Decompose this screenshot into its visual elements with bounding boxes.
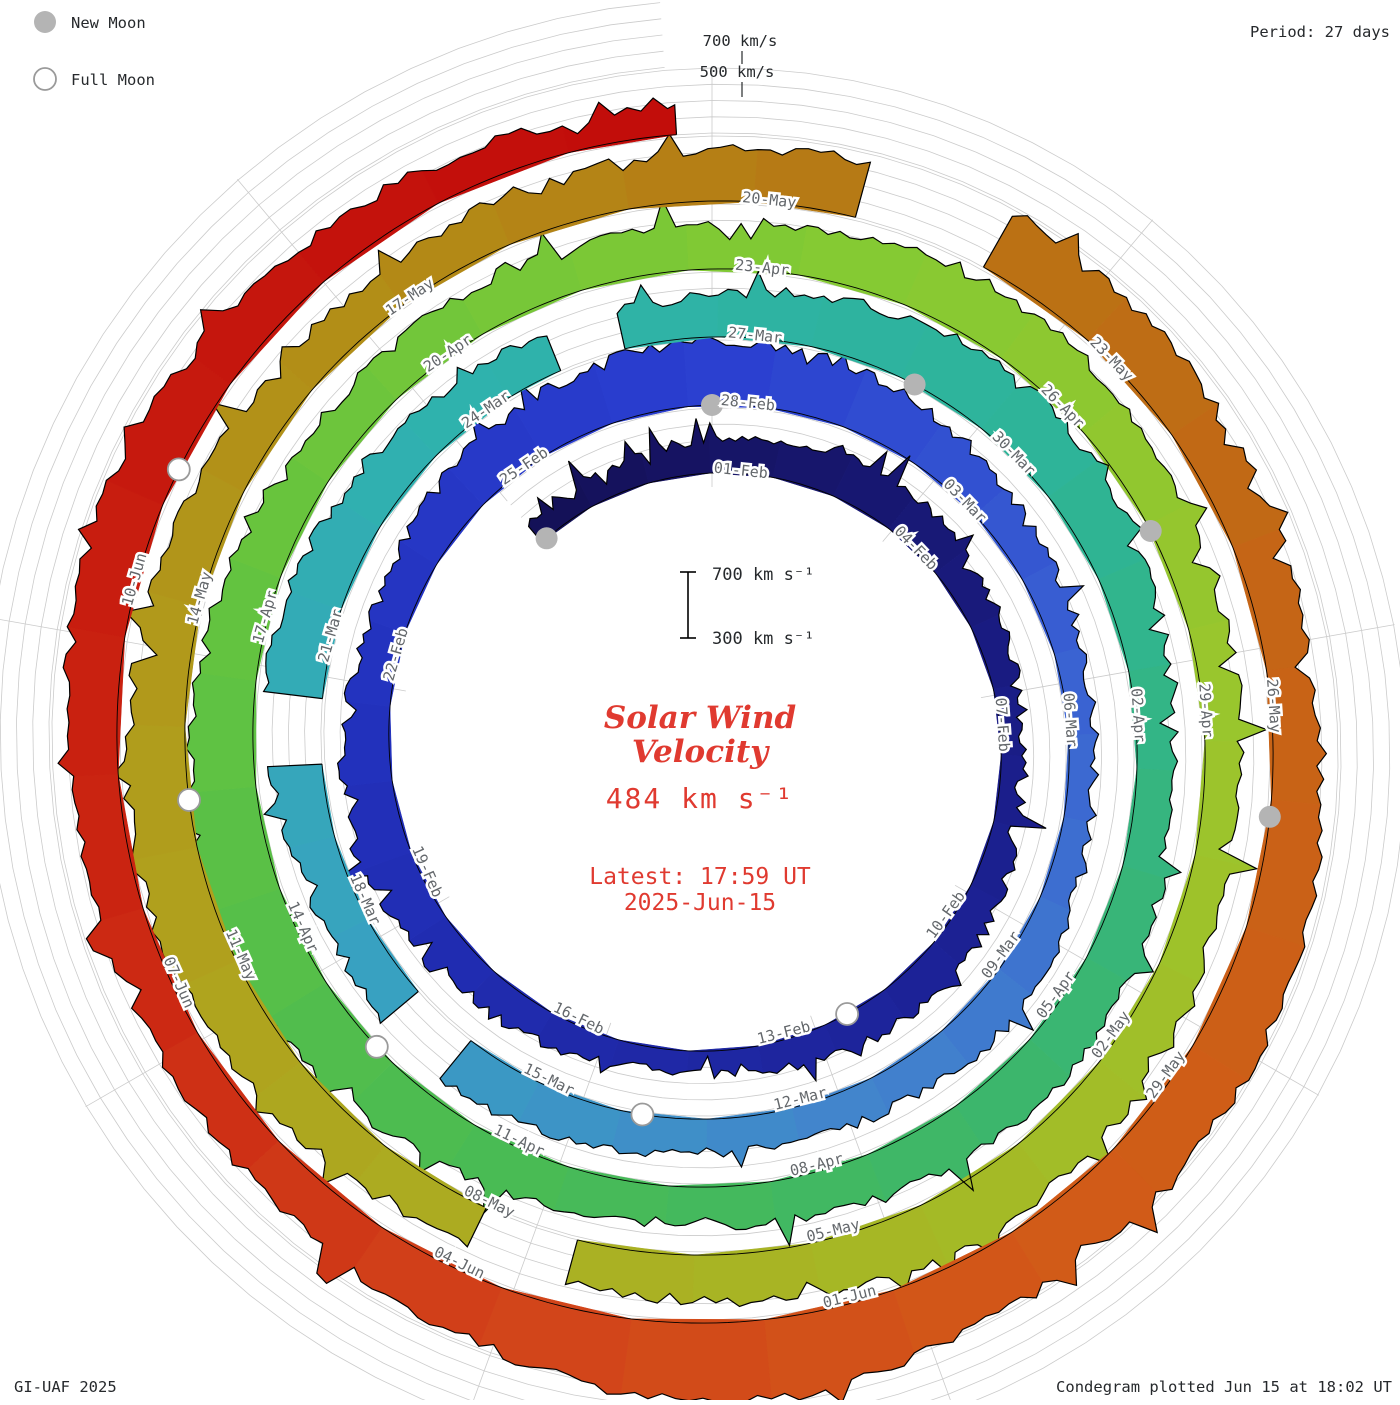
new-moon-marker	[1258, 805, 1281, 828]
velocity-outline	[262, 335, 562, 700]
full-moon-marker	[835, 1002, 859, 1026]
velocity-band-segment	[1147, 502, 1230, 630]
spoke-line	[236, 179, 508, 502]
spoke-line	[882, 219, 1154, 542]
chart-title-line2: Velocity	[632, 734, 770, 770]
new-moon-marker	[535, 527, 558, 550]
moon-markers	[166, 373, 1281, 1127]
velocity-band-segment	[1246, 799, 1323, 948]
new-moon-marker	[701, 394, 723, 416]
velocity-band-segment	[1194, 741, 1257, 870]
top-scale-500-label: 500 km/s	[700, 63, 775, 81]
velocity-band-segment	[993, 754, 1047, 829]
new-moon-marker	[903, 373, 926, 396]
band-baseline	[322, 370, 561, 699]
full-moon-marker	[364, 1034, 389, 1059]
velocity-band-segment	[1022, 561, 1085, 655]
velocity-band-segment	[1098, 559, 1172, 672]
band-baseline	[252, 268, 1206, 1256]
band-baseline	[184, 200, 856, 1209]
velocity-band-segment	[798, 225, 927, 305]
current-velocity-value: 484 km s⁻¹	[606, 782, 795, 815]
top-scale-700-label: 700 km/s	[703, 32, 778, 50]
date-label: 06-Mar	[1060, 692, 1082, 747]
velocity-scale-bar	[680, 571, 696, 639]
moon-legend: New Moon Full Moon	[33, 11, 155, 91]
period-label: Period: 27 days	[1250, 23, 1390, 41]
velocity-band-segment	[1039, 816, 1092, 911]
velocity-band-segment	[611, 1110, 708, 1157]
full-moon-icon	[33, 67, 57, 91]
velocity-outline	[112, 132, 872, 1248]
velocity-band-segment	[609, 1039, 689, 1076]
new-moon-marker	[1139, 520, 1162, 542]
scale-top-label: 700 km s⁻¹	[712, 565, 814, 585]
velocity-band-segment	[561, 97, 677, 153]
velocity-outline	[179, 197, 1269, 1308]
center-annotation: 700 km s⁻¹ 300 km s⁻¹ Solar Wind Velocit…	[589, 565, 814, 916]
velocity-outline	[263, 763, 419, 1025]
velocity-band-segment	[478, 1287, 632, 1395]
band-baseline	[388, 404, 1070, 1120]
latest-time-label: Latest: 17:59 UT	[589, 864, 811, 890]
velocity-band-segment	[622, 133, 759, 210]
plotted-label: Condegram plotted Jun 15 at 18:02 UT	[1056, 1378, 1392, 1396]
velocity-band-segment	[354, 1226, 502, 1347]
velocity-band-segment	[472, 970, 553, 1036]
band-baseline	[321, 764, 419, 992]
velocity-bands	[57, 97, 1328, 1405]
credit-label: GI-UAF 2025	[14, 1378, 117, 1396]
full-moon-marker	[630, 1102, 655, 1127]
spoke-line	[0, 619, 406, 692]
velocity-outline	[336, 334, 1100, 1169]
date-label: 26-May	[1263, 678, 1285, 733]
date-label: 02-Apr	[1127, 687, 1149, 742]
velocity-band-segment	[263, 763, 335, 848]
velocity-band-segment	[1232, 529, 1310, 672]
latest-date-label: 2025-Jun-15	[624, 890, 776, 916]
velocity-band-segment	[553, 1166, 670, 1227]
date-label: 07-Feb	[992, 697, 1014, 752]
velocity-band-segment	[337, 701, 393, 787]
full-moon-marker	[177, 788, 201, 812]
scale-bottom-label: 300 km s⁻¹	[712, 629, 814, 649]
spoke-line	[471, 1022, 612, 1405]
full-moon-legend-label: Full Moon	[71, 71, 155, 89]
new-moon-legend-label: New Moon	[71, 14, 146, 32]
top-velocity-scale: 700 km/s 500 km/s	[700, 32, 778, 97]
spoke-line	[980, 624, 1395, 698]
new-moon-icon	[34, 11, 56, 33]
full-moon-marker	[166, 457, 191, 482]
velocity-outline	[57, 97, 1328, 1405]
velocity-band-segment	[186, 672, 257, 793]
date-label: 29-Apr	[1195, 683, 1217, 738]
chart-title-line1: Solar Wind	[604, 700, 796, 736]
velocity-band-segment	[970, 614, 1021, 690]
band-baseline	[116, 134, 1274, 1324]
velocity-band-segment	[706, 1107, 800, 1168]
velocity-band-segment	[692, 1242, 821, 1307]
velocity-band-segment	[620, 1318, 772, 1405]
